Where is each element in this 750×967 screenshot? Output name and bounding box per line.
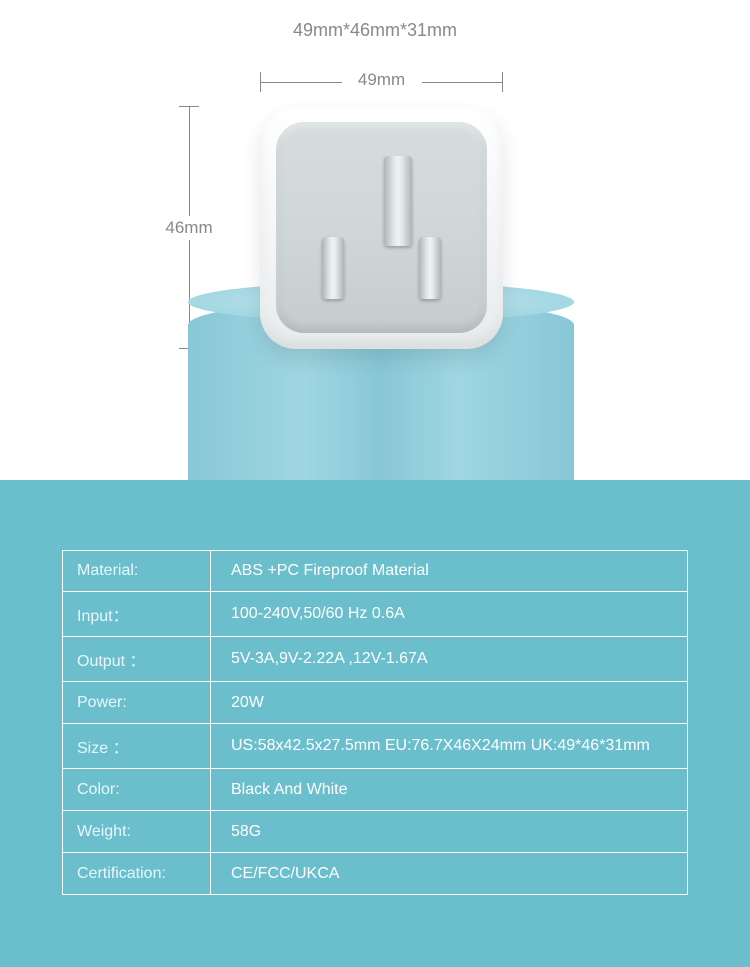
spec-row: Material:ABS +PC Fireproof Material bbox=[62, 550, 688, 592]
plug-prong-neutral bbox=[419, 237, 441, 299]
spec-row: Output ：5V-3A,9V-2.22A ,12V-1.67A bbox=[62, 637, 688, 682]
uk-plug-face bbox=[276, 122, 487, 333]
height-dimension-label: 46mm bbox=[139, 216, 239, 240]
width-tick-left bbox=[260, 72, 261, 92]
spec-table: Material:ABS +PC Fireproof MaterialInput… bbox=[62, 550, 688, 895]
spec-row-label: Output ： bbox=[63, 637, 211, 681]
spec-row-label: Material: bbox=[63, 551, 211, 591]
uk-plug-body bbox=[260, 106, 503, 349]
spec-row-label: Size ： bbox=[63, 724, 211, 768]
spec-row: Color:Black And White bbox=[62, 769, 688, 811]
spec-row-label: Certification: bbox=[63, 853, 211, 894]
spec-row-label: Color: bbox=[63, 769, 211, 810]
width-dimension-label: 49mm bbox=[342, 70, 422, 90]
spec-row-value: 58G bbox=[211, 811, 687, 852]
spec-row: Weight:58G bbox=[62, 811, 688, 853]
spec-row-value: ABS +PC Fireproof Material bbox=[211, 551, 687, 591]
width-dimension: 49mm bbox=[260, 56, 503, 90]
product-infographic: 49mm*46mm*31mm 49mm 46mm Material:ABS +P… bbox=[0, 0, 750, 967]
spec-row: Input：100-240V,50/60 Hz 0.6A bbox=[62, 592, 688, 637]
spec-panel: Material:ABS +PC Fireproof MaterialInput… bbox=[0, 480, 750, 967]
dimensions-caption: 49mm*46mm*31mm bbox=[0, 20, 750, 41]
spec-row-value: US:58x42.5x27.5mm EU:76.7X46X24mm UK:49*… bbox=[211, 724, 687, 768]
spec-row-value: CE/FCC/UKCA bbox=[211, 853, 687, 894]
spec-row-value: 5V-3A,9V-2.22A ,12V-1.67A bbox=[211, 637, 687, 681]
spec-row-value: 20W bbox=[211, 682, 687, 723]
plug-prong-earth bbox=[384, 156, 412, 246]
height-tick-top bbox=[179, 106, 199, 107]
spec-row-value: 100-240V,50/60 Hz 0.6A bbox=[211, 592, 687, 636]
spec-row: Size ：US:58x42.5x27.5mm EU:76.7X46X24mm … bbox=[62, 724, 688, 769]
spec-row-label: Weight: bbox=[63, 811, 211, 852]
spec-row: Power:20W bbox=[62, 682, 688, 724]
spec-row-label: Input： bbox=[63, 592, 211, 636]
plug-prong-live bbox=[322, 237, 344, 299]
spec-row-value: Black And White bbox=[211, 769, 687, 810]
spec-row-label: Power: bbox=[63, 682, 211, 723]
spec-row: Certification:CE/FCC/UKCA bbox=[62, 853, 688, 895]
width-tick-right bbox=[502, 72, 503, 92]
